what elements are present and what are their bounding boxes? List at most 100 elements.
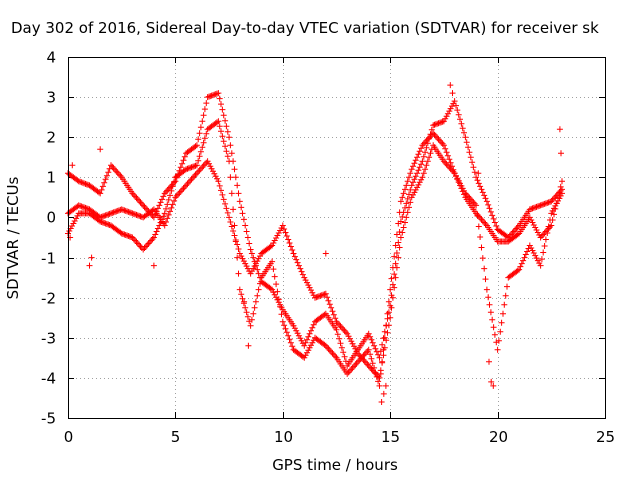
data-point-track-c [497,328,504,335]
data-point-track-c [149,236,156,242]
data-point-track-b [426,154,433,161]
data-point-track-a [255,270,262,277]
data-point-track-a [232,174,239,181]
data-point-track-b [200,162,207,169]
data-point-track-b [227,219,234,225]
data-point-track-b [388,304,395,311]
data-point-track-c [222,143,229,150]
data-point-track-b [395,254,402,261]
data-point-track-c [418,145,425,152]
data-point-outliers [488,378,495,385]
data-point-track-c [395,220,402,227]
data-point-track-b [556,189,563,196]
data-point-track-a [157,199,164,206]
data-point-track-a [181,153,188,160]
data-point-track-a [336,335,343,342]
data-point-track-a [99,183,106,190]
data-point-track-c [238,291,245,298]
data-point-track-a [404,195,411,202]
data-point-track-c [393,231,400,238]
data-point-track-b [424,158,431,165]
data-point-outliers [241,298,248,305]
data-point-track-b [281,226,288,232]
data-point-track-a [103,172,110,179]
y-tick-label: -1 [41,250,56,268]
data-point-track-a [309,324,316,331]
data-point-track-a [267,285,274,292]
data-point-track-c [545,223,552,230]
data-point-track-a [414,170,421,177]
data-point-track-c [141,245,148,251]
data-point-track-c [440,142,447,149]
data-point-track-b [219,191,226,198]
data-point-track-b [514,231,521,238]
data-point-track-b [540,231,547,238]
data-point-track-b [294,259,301,266]
data-point-track-a [334,331,341,338]
data-point-track-c [287,339,294,346]
data-point-track-c [478,244,485,251]
data-point-track-c [235,270,242,277]
data-point-track-a [98,186,105,193]
data-point-track-a [365,330,372,337]
data-point-track-a [338,344,345,351]
data-point-track-b [326,301,333,308]
data-point-track-c [500,310,506,317]
y-tick-label: -3 [41,330,56,348]
data-point-track-b [231,232,238,239]
data-point-track-c [446,156,453,163]
y-tick-label: 3 [46,89,56,107]
data-point-track-a [482,195,489,202]
data-point-track-a [177,164,184,171]
data-point-track-a [461,129,467,136]
data-point-track-a [455,111,462,118]
data-point-track-c [236,286,243,293]
data-point-track-a [239,210,246,217]
data-point-outliers [322,250,329,257]
data-point-track-a [372,345,379,352]
data-point-track-b [203,159,210,166]
data-point-track-a [420,153,427,160]
data-point-track-a [150,214,157,221]
data-point-track-c [286,336,293,343]
data-point-track-a [238,204,245,211]
data-point-track-b [557,183,564,190]
data-point-track-b [220,196,227,203]
plot-area [65,82,565,405]
data-point-track-c [424,136,431,143]
data-point-track-b [380,352,387,359]
data-point-track-b [230,228,237,234]
data-point-outliers [558,150,564,157]
data-point-track-c [193,162,200,169]
data-point-track-c [279,318,286,325]
data-point-track-a [375,351,382,358]
data-point-track-a [224,128,231,135]
data-point-track-a [203,100,210,107]
data-point-track-b [368,365,375,372]
data-point-track-c [367,351,374,358]
data-point-track-a [379,341,386,348]
data-point-track-a [231,166,238,173]
x-tick-label: 25 [596,428,615,446]
data-point-track-c [482,276,489,283]
data-point-track-b [332,315,339,322]
data-point-outliers [150,262,157,269]
data-point-track-a [222,117,229,124]
data-point-track-c [389,264,396,271]
data-point-track-b [548,222,555,229]
data-point-track-b [297,265,304,272]
data-point-track-a [392,260,399,267]
data-point-track-b [337,323,344,330]
data-point-track-c [214,119,220,126]
data-point-outliers [88,254,95,261]
data-point-track-c [455,177,462,184]
data-point-track-a [422,149,429,156]
data-point-track-a [114,169,121,176]
data-point-track-a [160,193,167,200]
data-point-track-c [168,187,175,194]
data-point-track-a [408,182,415,189]
data-point-track-b [285,236,292,243]
data-point-track-a [444,110,451,117]
data-point-track-b [330,311,337,318]
data-point-track-a [154,205,161,212]
